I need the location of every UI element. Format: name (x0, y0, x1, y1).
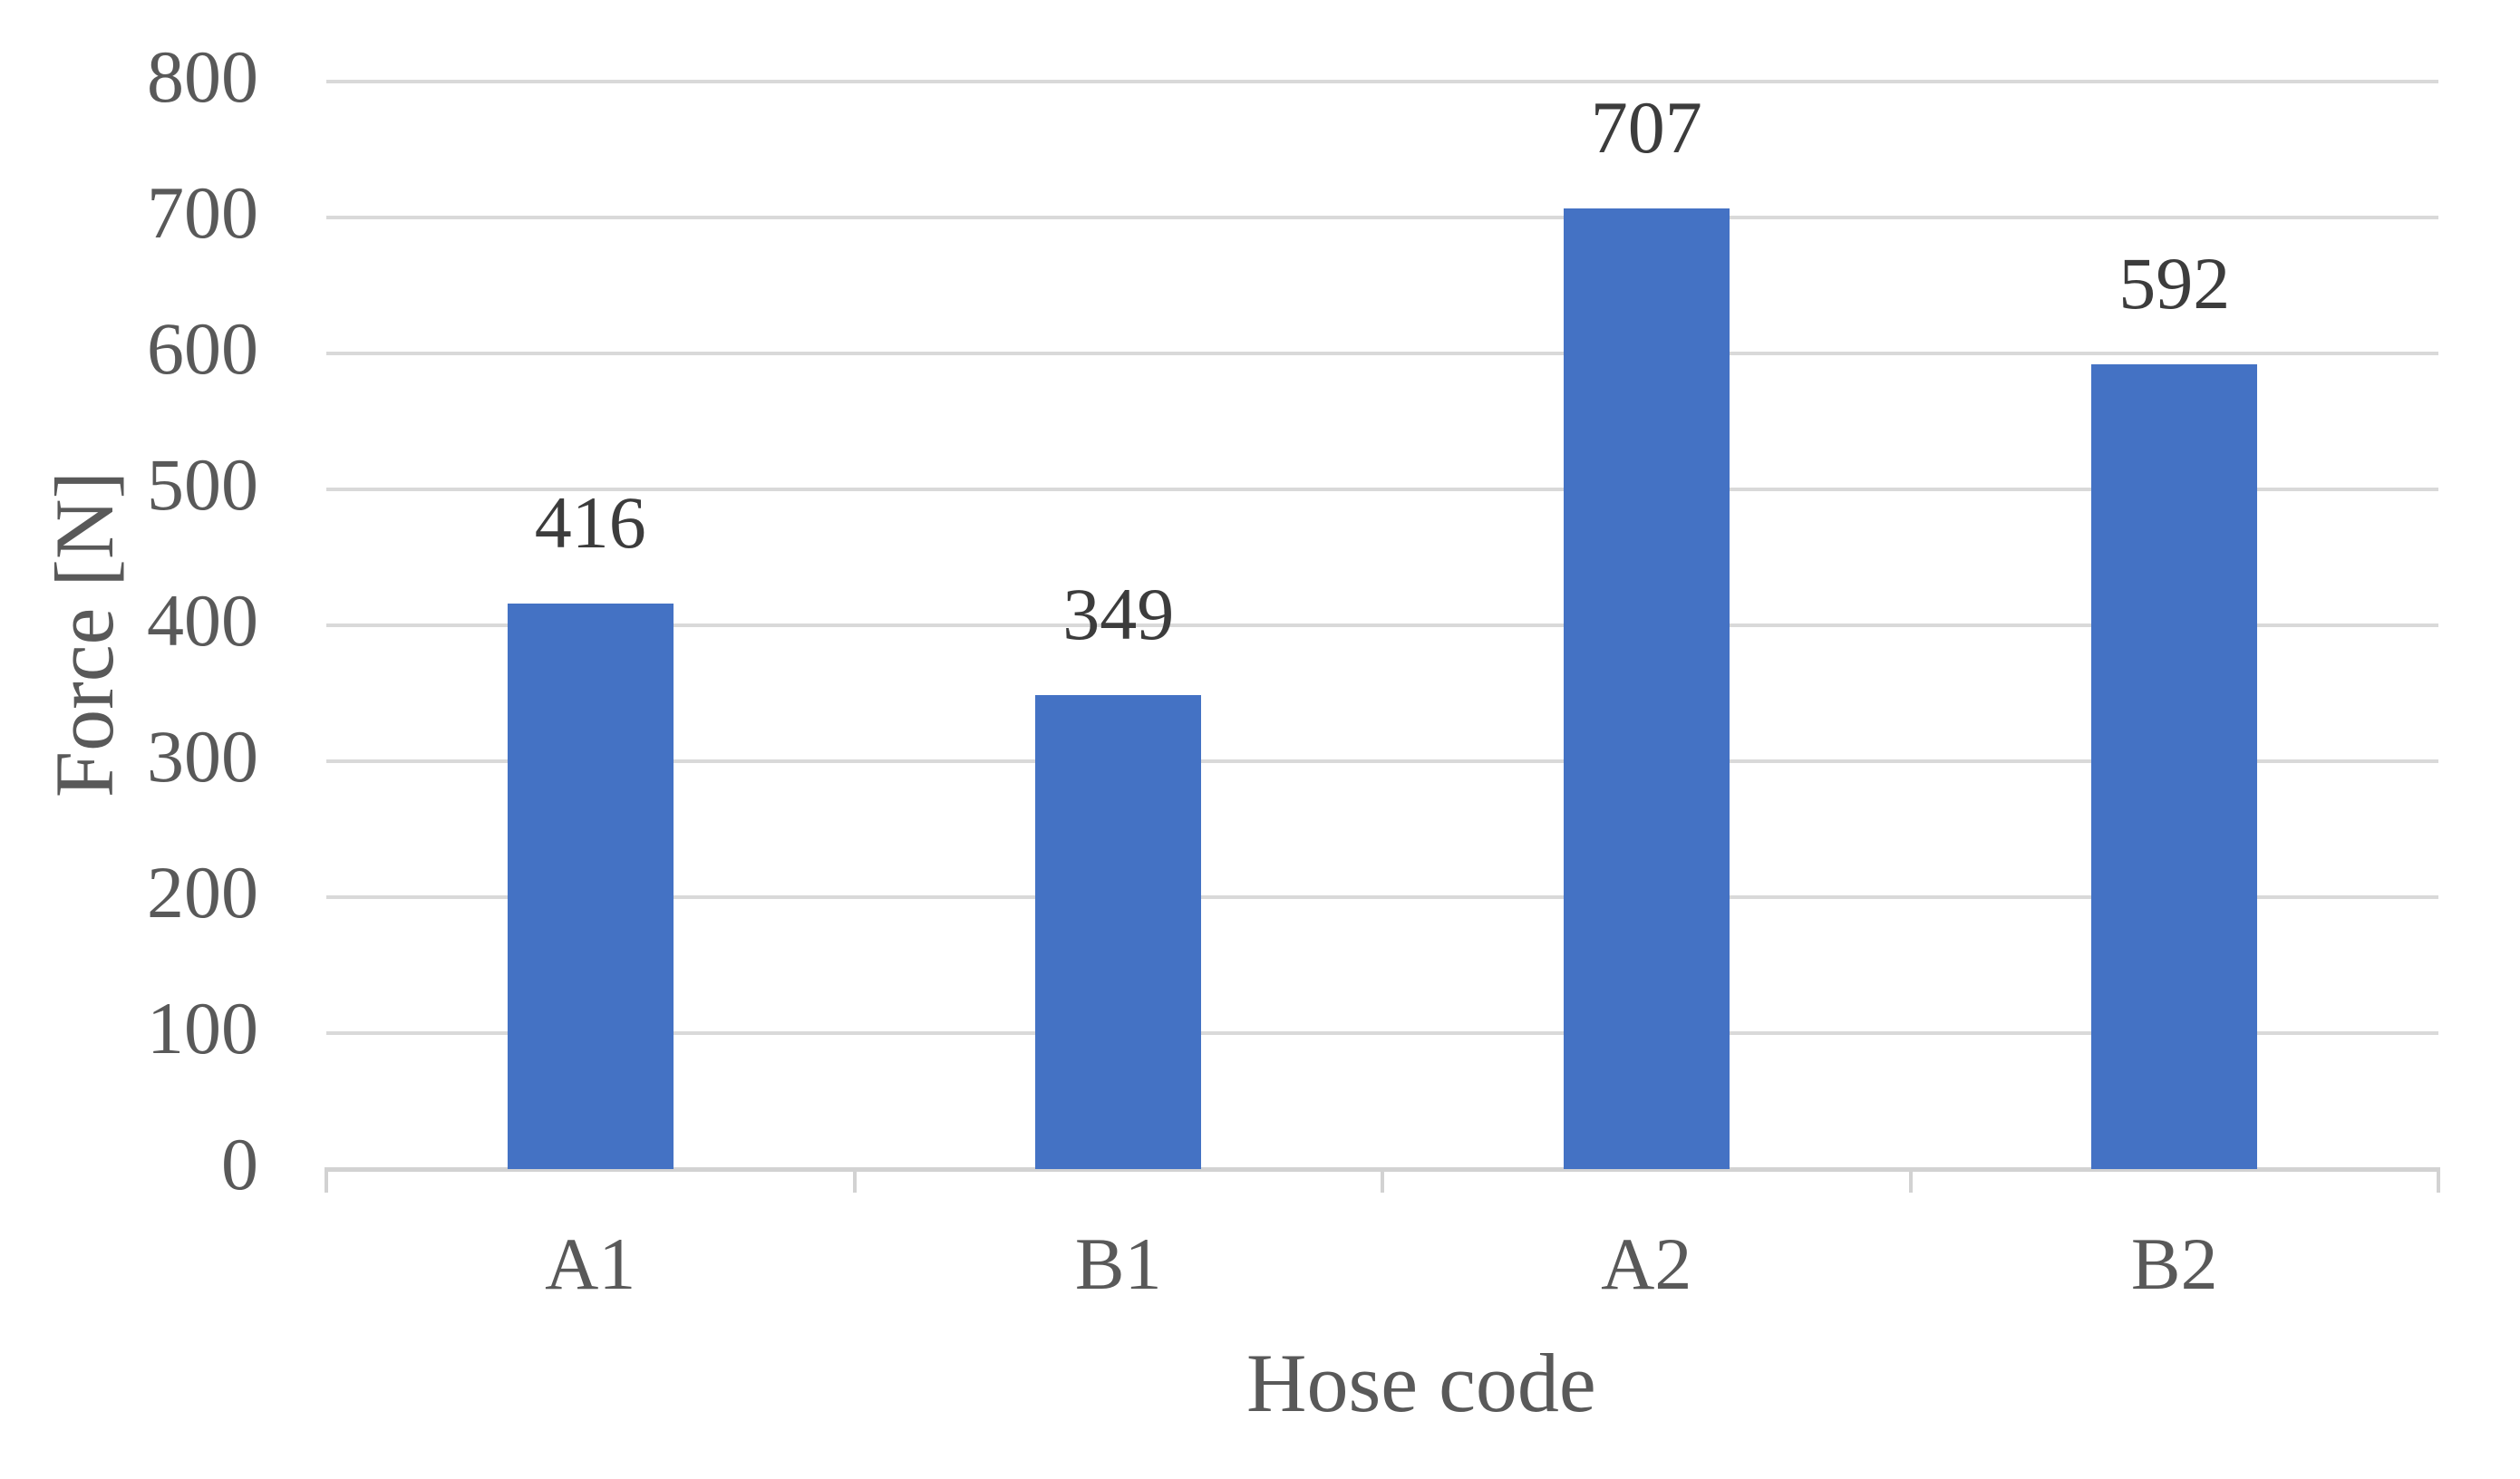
y-tick-label-500: 500 (147, 443, 258, 526)
y-axis-title: Force [N] (38, 470, 131, 798)
x-tick-label-A1: A1 (545, 1223, 636, 1305)
x-tick-label-B2: B2 (2130, 1223, 2218, 1305)
y-tick-label-0: 0 (221, 1123, 258, 1205)
gridline-500 (326, 488, 2438, 491)
gridline-200 (326, 895, 2438, 899)
y-tick-label-300: 300 (147, 715, 258, 798)
gridline-300 (326, 759, 2438, 763)
bar-B2 (2091, 364, 2258, 1169)
data-label-A2: 707 (1590, 85, 1702, 169)
bar-B1 (1035, 694, 1202, 1169)
x-axis-tick-3 (1908, 1167, 1913, 1193)
x-tick-label-A2: A2 (1601, 1223, 1692, 1305)
gridline-100 (326, 1031, 2438, 1035)
x-axis-tick-4 (2437, 1167, 2440, 1193)
data-label-B1: 349 (1062, 572, 1175, 655)
data-label-B2: 592 (2118, 242, 2231, 324)
gridline-700 (326, 216, 2438, 219)
gridline-400 (326, 624, 2438, 627)
gridline-600 (326, 352, 2438, 355)
x-axis-tick-1 (852, 1167, 857, 1193)
y-tick-label-600: 600 (147, 307, 258, 390)
y-tick-label-700: 700 (147, 171, 258, 254)
gridline-800 (326, 80, 2438, 83)
bar-A1 (507, 604, 674, 1169)
y-tick-label-100: 100 (147, 987, 258, 1069)
data-label-A1: 416 (534, 481, 646, 564)
y-tick-label-400: 400 (147, 579, 258, 662)
x-axis-tick-2 (1381, 1167, 1384, 1193)
x-tick-label-B1: B1 (1074, 1223, 1162, 1305)
x-axis-title: Hose code (1246, 1337, 1596, 1429)
x-axis-tick-0 (325, 1167, 328, 1193)
y-tick-label-200: 200 (147, 851, 258, 933)
y-tick-label-800: 800 (147, 35, 258, 118)
bar-A2 (1563, 208, 1730, 1169)
